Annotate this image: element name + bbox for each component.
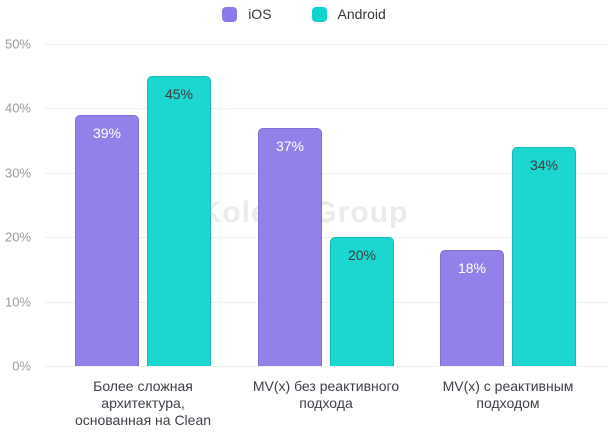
legend-label-android: Android	[337, 6, 386, 22]
bar-android-1: 20%	[330, 237, 394, 366]
gridline	[45, 108, 608, 110]
bar-android-0: 45%	[147, 76, 211, 366]
bar-android-2: 34%	[512, 147, 576, 366]
gridline	[45, 366, 608, 367]
bar-value-label: 37%	[275, 137, 305, 154]
x-axis-category-label: MV(x) без реактивного подхода	[252, 378, 400, 411]
y-axis-tick-label: 20%	[4, 229, 31, 245]
x-axis-category-label: MV(x) с реактивным подходом	[442, 378, 574, 411]
legend-item-ios: iOS	[222, 6, 272, 22]
bar-ios-0: 39%	[75, 114, 139, 366]
y-axis-tick-label: 30%	[4, 165, 31, 181]
bar-ios-1: 37%	[258, 127, 322, 366]
legend-swatch-ios-icon	[222, 6, 238, 22]
gridline	[45, 237, 608, 239]
gridline	[45, 301, 608, 303]
y-axis-tick-label: 10%	[4, 294, 31, 310]
gridline	[45, 172, 608, 174]
bar-value-label: 18%	[457, 260, 487, 277]
y-axis-tick-label: 50%	[4, 36, 31, 52]
y-axis-tick-label: 0%	[12, 358, 31, 374]
x-axis-category-label: Более сложная архитектура, основанная на…	[74, 378, 212, 428]
legend-label-ios: iOS	[248, 6, 272, 22]
bar-value-label: 39%	[92, 124, 122, 141]
legend-swatch-android-icon	[311, 6, 327, 22]
legend-item-android: Android	[311, 6, 386, 22]
gridline	[45, 44, 608, 45]
bar-value-label: 45%	[164, 86, 194, 103]
chart-legend: iOS Android	[0, 4, 608, 24]
bar-value-label: 34%	[529, 157, 559, 174]
bar-value-label: 20%	[347, 247, 377, 264]
bar-ios-2: 18%	[440, 250, 504, 366]
y-axis-tick-label: 40%	[4, 100, 31, 116]
